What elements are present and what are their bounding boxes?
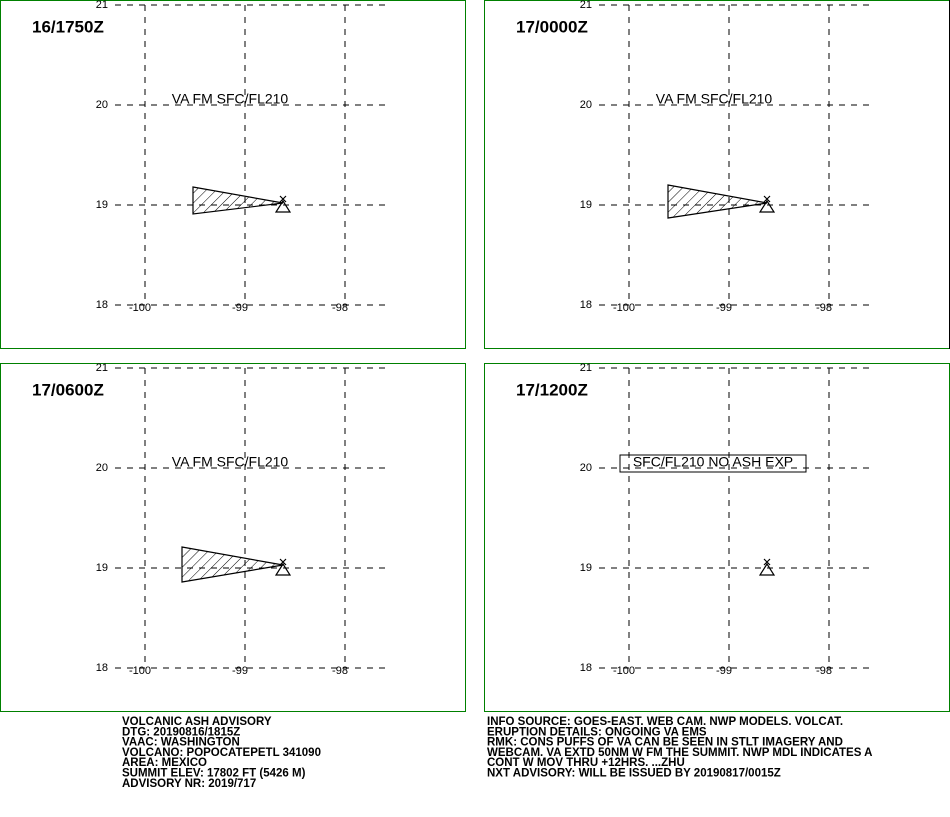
lat-tick-label: 19 xyxy=(96,562,108,574)
lon-tick-label: -98 xyxy=(332,665,348,677)
lon-tick-label: -98 xyxy=(816,302,832,314)
volcano-symbol xyxy=(758,195,776,213)
advisory-line: AREA: MEXICO xyxy=(122,757,207,769)
lat-tick-label: 18 xyxy=(580,299,592,311)
label-box xyxy=(619,454,807,473)
panel-border xyxy=(0,363,466,712)
advisory-line: NXT ADVISORY: WILL BE ISSUED BY 20190817… xyxy=(487,768,781,780)
lat-tick-label: 18 xyxy=(96,662,108,674)
lon-tick-label: -99 xyxy=(716,302,732,314)
valid-time: 17/0000Z xyxy=(516,17,588,36)
lat-tick-label: 18 xyxy=(580,662,592,674)
panel-border xyxy=(484,0,950,349)
advisory-line: ADVISORY NR: 2019/717 xyxy=(122,778,256,790)
lat-tick-label: 20 xyxy=(580,462,592,474)
map-panel: 18 19 20 21 -100 -99 -98 16/1750Z VA FM SFC/FL21… xyxy=(0,0,466,349)
lon-tick-label: -100 xyxy=(613,302,635,314)
lon-tick-label: -99 xyxy=(716,665,732,677)
map-panel: 18 19 20 21 -100 -99 -98 17/0000Z VA FM SFC/FL21… xyxy=(484,0,950,349)
ash-label: VA FM SFC/FL210 xyxy=(656,91,773,107)
lat-tick-label: 21 xyxy=(580,0,592,11)
volcano-triangle xyxy=(274,562,292,576)
volcano-symbol xyxy=(758,558,776,576)
panel-border xyxy=(484,363,950,712)
ash-polygon xyxy=(192,186,284,215)
advisory-line: VAAC: WASHINGTON xyxy=(122,737,240,749)
advisory-line: INFO SOURCE: GOES-EAST. WEB CAM. NWP MOD… xyxy=(487,716,843,728)
advisory-line: VOLCANIC ASH ADVISORY xyxy=(122,716,272,728)
volcano-symbol xyxy=(274,195,292,213)
lat-tick-label: 18 xyxy=(96,299,108,311)
map-panel: 18 19 20 21 -100 -99 -98 17/0600Z VA FM SFC/FL21… xyxy=(0,362,466,712)
lat-tick-label: 21 xyxy=(96,362,108,374)
volcano-triangle xyxy=(758,562,776,576)
advisory-line: DTG: 20190816/1815Z xyxy=(122,726,240,738)
lat-tick-label: 20 xyxy=(96,462,108,474)
volcano-cross xyxy=(279,195,287,203)
ash-label: VA FM SFC/FL210 xyxy=(172,91,289,107)
lat-tick-label: 19 xyxy=(580,562,592,574)
valid-time: 17/0600Z xyxy=(32,380,104,399)
lon-tick-label: -99 xyxy=(232,302,248,314)
ash-label: VA FM SFC/FL210 xyxy=(172,454,289,470)
panel-border xyxy=(0,0,466,349)
lat-tick-label: 19 xyxy=(96,199,108,211)
ash-label: SFC/FL210 NO ASH EXP xyxy=(633,454,793,470)
advisory-line: CONT W MOV THRU +12HRS. ...ZHU xyxy=(487,757,685,769)
lat-tick-label: 20 xyxy=(580,99,592,111)
lat-tick-label: 19 xyxy=(580,199,592,211)
volcano-cross xyxy=(763,195,771,203)
advisory-line: WEBCAM. VA EXTD 50NM W FM THE SUMMIT. NW… xyxy=(487,747,872,759)
lon-tick-label: -100 xyxy=(129,302,151,314)
ash-polygon xyxy=(181,546,284,583)
volcano-symbol xyxy=(274,558,292,576)
lat-tick-label: 20 xyxy=(96,99,108,111)
map-panel: 18 19 20 21 -100 -99 -98 17/1200Z SFC/FL210 NO A… xyxy=(484,362,950,712)
advisory-line: SUMMIT ELEV: 17802 FT (5426 M) xyxy=(122,768,306,780)
advisory-line: RMK: CONS PUFFS OF VA CAN BE SEEN IN STL… xyxy=(487,737,843,749)
lat-tick-label: 21 xyxy=(580,362,592,374)
advisory-line: ERUPTION DETAILS: ONGOING VA EMS xyxy=(487,726,707,738)
volcano-cross xyxy=(279,558,287,566)
lon-tick-label: -98 xyxy=(816,665,832,677)
advisory-line: VOLCANO: POPOCATEPETL 341090 xyxy=(122,747,321,759)
volcano-triangle xyxy=(274,199,292,213)
volcano-triangle xyxy=(758,199,776,213)
lat-tick-label: 21 xyxy=(96,0,108,11)
volcano-cross xyxy=(763,558,771,566)
lon-tick-label: -98 xyxy=(332,302,348,314)
lon-tick-label: -99 xyxy=(232,665,248,677)
lon-tick-label: -100 xyxy=(613,665,635,677)
valid-time: 16/1750Z xyxy=(32,17,104,36)
valid-time: 17/1200Z xyxy=(516,380,588,399)
lon-tick-label: -100 xyxy=(129,665,151,677)
ash-polygon xyxy=(667,184,768,219)
